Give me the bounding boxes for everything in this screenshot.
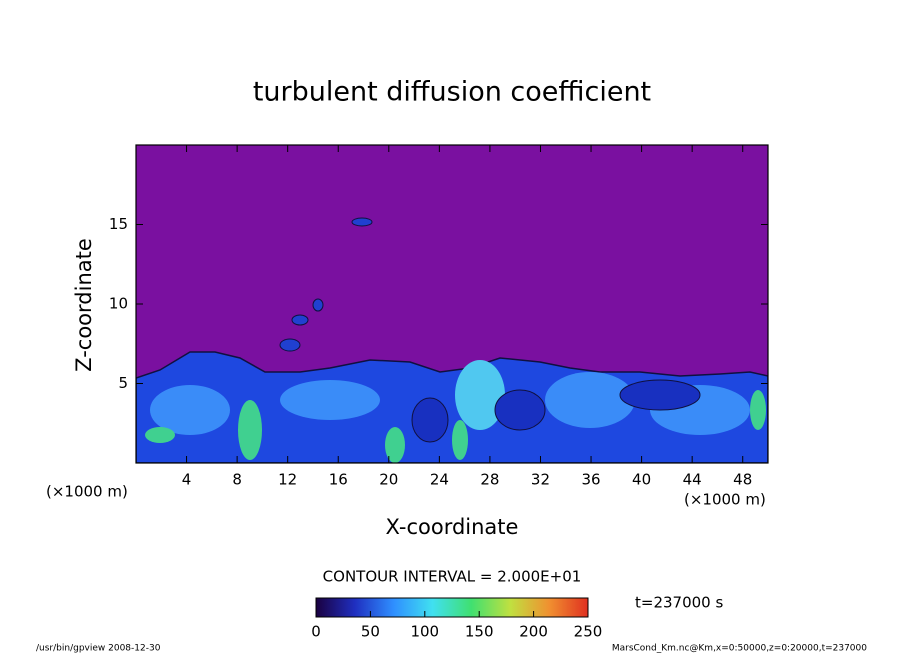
- x-tick-label: 36: [581, 471, 600, 489]
- unit-label: (×1000 m): [684, 491, 766, 509]
- colorbar-tick-label: 150: [465, 623, 494, 641]
- y-tick-label: 10: [109, 295, 128, 313]
- contour-interval: CONTOUR INTERVAL = 2.000E+01: [323, 568, 582, 586]
- x-tick-label: 40: [632, 471, 651, 489]
- x-tick-label: 20: [379, 471, 398, 489]
- x-tick-label: 48: [733, 471, 752, 489]
- y-tick-label: 15: [109, 215, 128, 233]
- colorbar-tick-label: 0: [311, 623, 321, 641]
- x-tick-label: 8: [232, 471, 242, 489]
- field: [136, 145, 768, 463]
- footer-left: /usr/bin/gpview 2008-12-30: [36, 644, 161, 654]
- x-tick-label: 4: [182, 471, 192, 489]
- x-tick-label: 12: [278, 471, 297, 489]
- unit-label: (×1000 m): [46, 483, 128, 501]
- y-axis-label: Z-coordinate: [72, 238, 96, 372]
- y-tick-label: 5: [118, 374, 128, 392]
- footer-right: MarsCond_Km.nc@Km,x=0:50000,z=0:20000,t=…: [612, 644, 867, 654]
- x-tick-label: 32: [531, 471, 550, 489]
- colorbar-tick-label: 100: [410, 623, 439, 641]
- colorbar: [315, 597, 589, 618]
- time-label: t=237000 s: [635, 594, 723, 612]
- x-tick-label: 16: [329, 471, 348, 489]
- chart-title: turbulent diffusion coefficient: [253, 77, 651, 108]
- colorbar-tick-label: 200: [519, 623, 548, 641]
- x-axis-label: X-coordinate: [386, 515, 519, 539]
- colorbar-tick-label: 50: [361, 623, 380, 641]
- x-tick-label: 44: [683, 471, 702, 489]
- colorbar-tick-label: 250: [574, 623, 603, 641]
- x-tick-label: 24: [430, 471, 449, 489]
- x-tick-label: 28: [480, 471, 499, 489]
